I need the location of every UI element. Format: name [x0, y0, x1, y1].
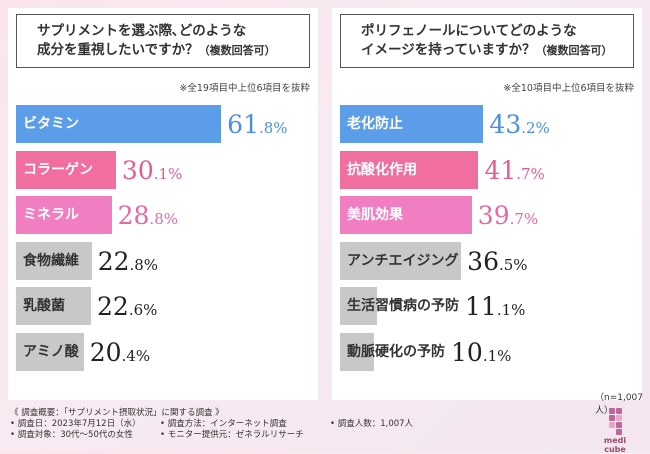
bar: [16, 332, 84, 371]
bar-value: 22.8%: [97, 246, 159, 276]
bar: [340, 241, 462, 280]
bar-label: アンチエイジング: [347, 252, 459, 269]
survey-date: • 調査日：2023年7月12日（水）: [10, 419, 141, 429]
survey-summary: 《 調査概要：「サプリメント摂取状況」に関する調査 》: [10, 408, 224, 418]
medicube-logo-icon: [609, 408, 622, 435]
bar-label: 乳酸菌: [23, 298, 65, 314]
bar-label: コラーゲン: [23, 161, 93, 178]
chart-note: ※全19項目中上位6項目を抜粋: [179, 83, 310, 94]
bar: [16, 105, 222, 143]
bar: [340, 196, 472, 234]
bar-label: 動脈硬化の予防: [347, 343, 445, 360]
bar-label: 生活習慣病の予防: [347, 298, 459, 314]
bar-label: 老化防止: [347, 116, 403, 132]
bar-label: 美肌効果: [347, 207, 403, 223]
bar-label: アミノ酸: [23, 343, 79, 360]
survey-people: • 調査人数：1,007人: [330, 419, 414, 429]
bar: [16, 287, 92, 325]
bar-label: 抗酸化作用: [347, 161, 417, 178]
bar-value: 20.4%: [89, 337, 151, 367]
logo-text: medi cube: [603, 436, 627, 454]
bar-label: ビタミン: [23, 116, 79, 132]
bar-label: 食物繊維: [23, 252, 79, 269]
bar-value: 10.1%: [451, 337, 512, 367]
bar-label: ミネラル: [23, 207, 79, 223]
chart-title: サプリメントを選ぶ際､どのような 成分を重視したいですか？（複数回答可）: [37, 23, 276, 58]
bar-value: 28.8%: [117, 201, 178, 230]
bar-value: 61.8%: [227, 110, 288, 139]
bar: [340, 105, 484, 143]
bar-value: 41.7%: [484, 155, 545, 185]
chart-panel-polyphenol: ポリフェノールについてどのような イメージを持っていますか？（複数回答可） ※全…: [332, 8, 642, 400]
bar: [16, 150, 116, 189]
question-box: サプリメントを選ぶ際､どのような 成分を重視したいですか？（複数回答可）: [16, 14, 310, 68]
bar-value: 39.7%: [477, 201, 539, 230]
survey-target: • 調査対象：30代～50代の女性: [10, 430, 133, 440]
bar: [16, 241, 92, 280]
survey-provider: • モニター提供元：ゼネラルリサーチ: [160, 430, 304, 440]
bar: [340, 332, 374, 371]
bar: [16, 196, 112, 234]
bar-value: 11.1%: [465, 292, 526, 321]
bar: [340, 287, 377, 325]
brand-logo: medi cube: [593, 406, 637, 454]
survey-method: • 調査方法：インターネット調査: [160, 419, 287, 429]
chart-title: ポリフェノールについてどのような イメージを持っていますか？（複数回答可）: [361, 23, 613, 58]
bar-value: 43.2%: [489, 110, 550, 139]
bar-value: 36.5%: [467, 246, 528, 276]
chart-panel-supplements: サプリメントを選ぶ際､どのような 成分を重視したいですか？（複数回答可） ※全1…: [8, 8, 318, 400]
bar-value: 30.1%: [121, 155, 183, 185]
bar: [340, 150, 479, 189]
chart-note: ※全10項目中上位6項目を抜粋: [503, 83, 634, 94]
question-box: ポリフェノールについてどのような イメージを持っていますか？（複数回答可）: [340, 14, 634, 68]
sample-size: （n=1,007人）: [595, 393, 644, 416]
bar-value: 22.6%: [97, 292, 158, 321]
